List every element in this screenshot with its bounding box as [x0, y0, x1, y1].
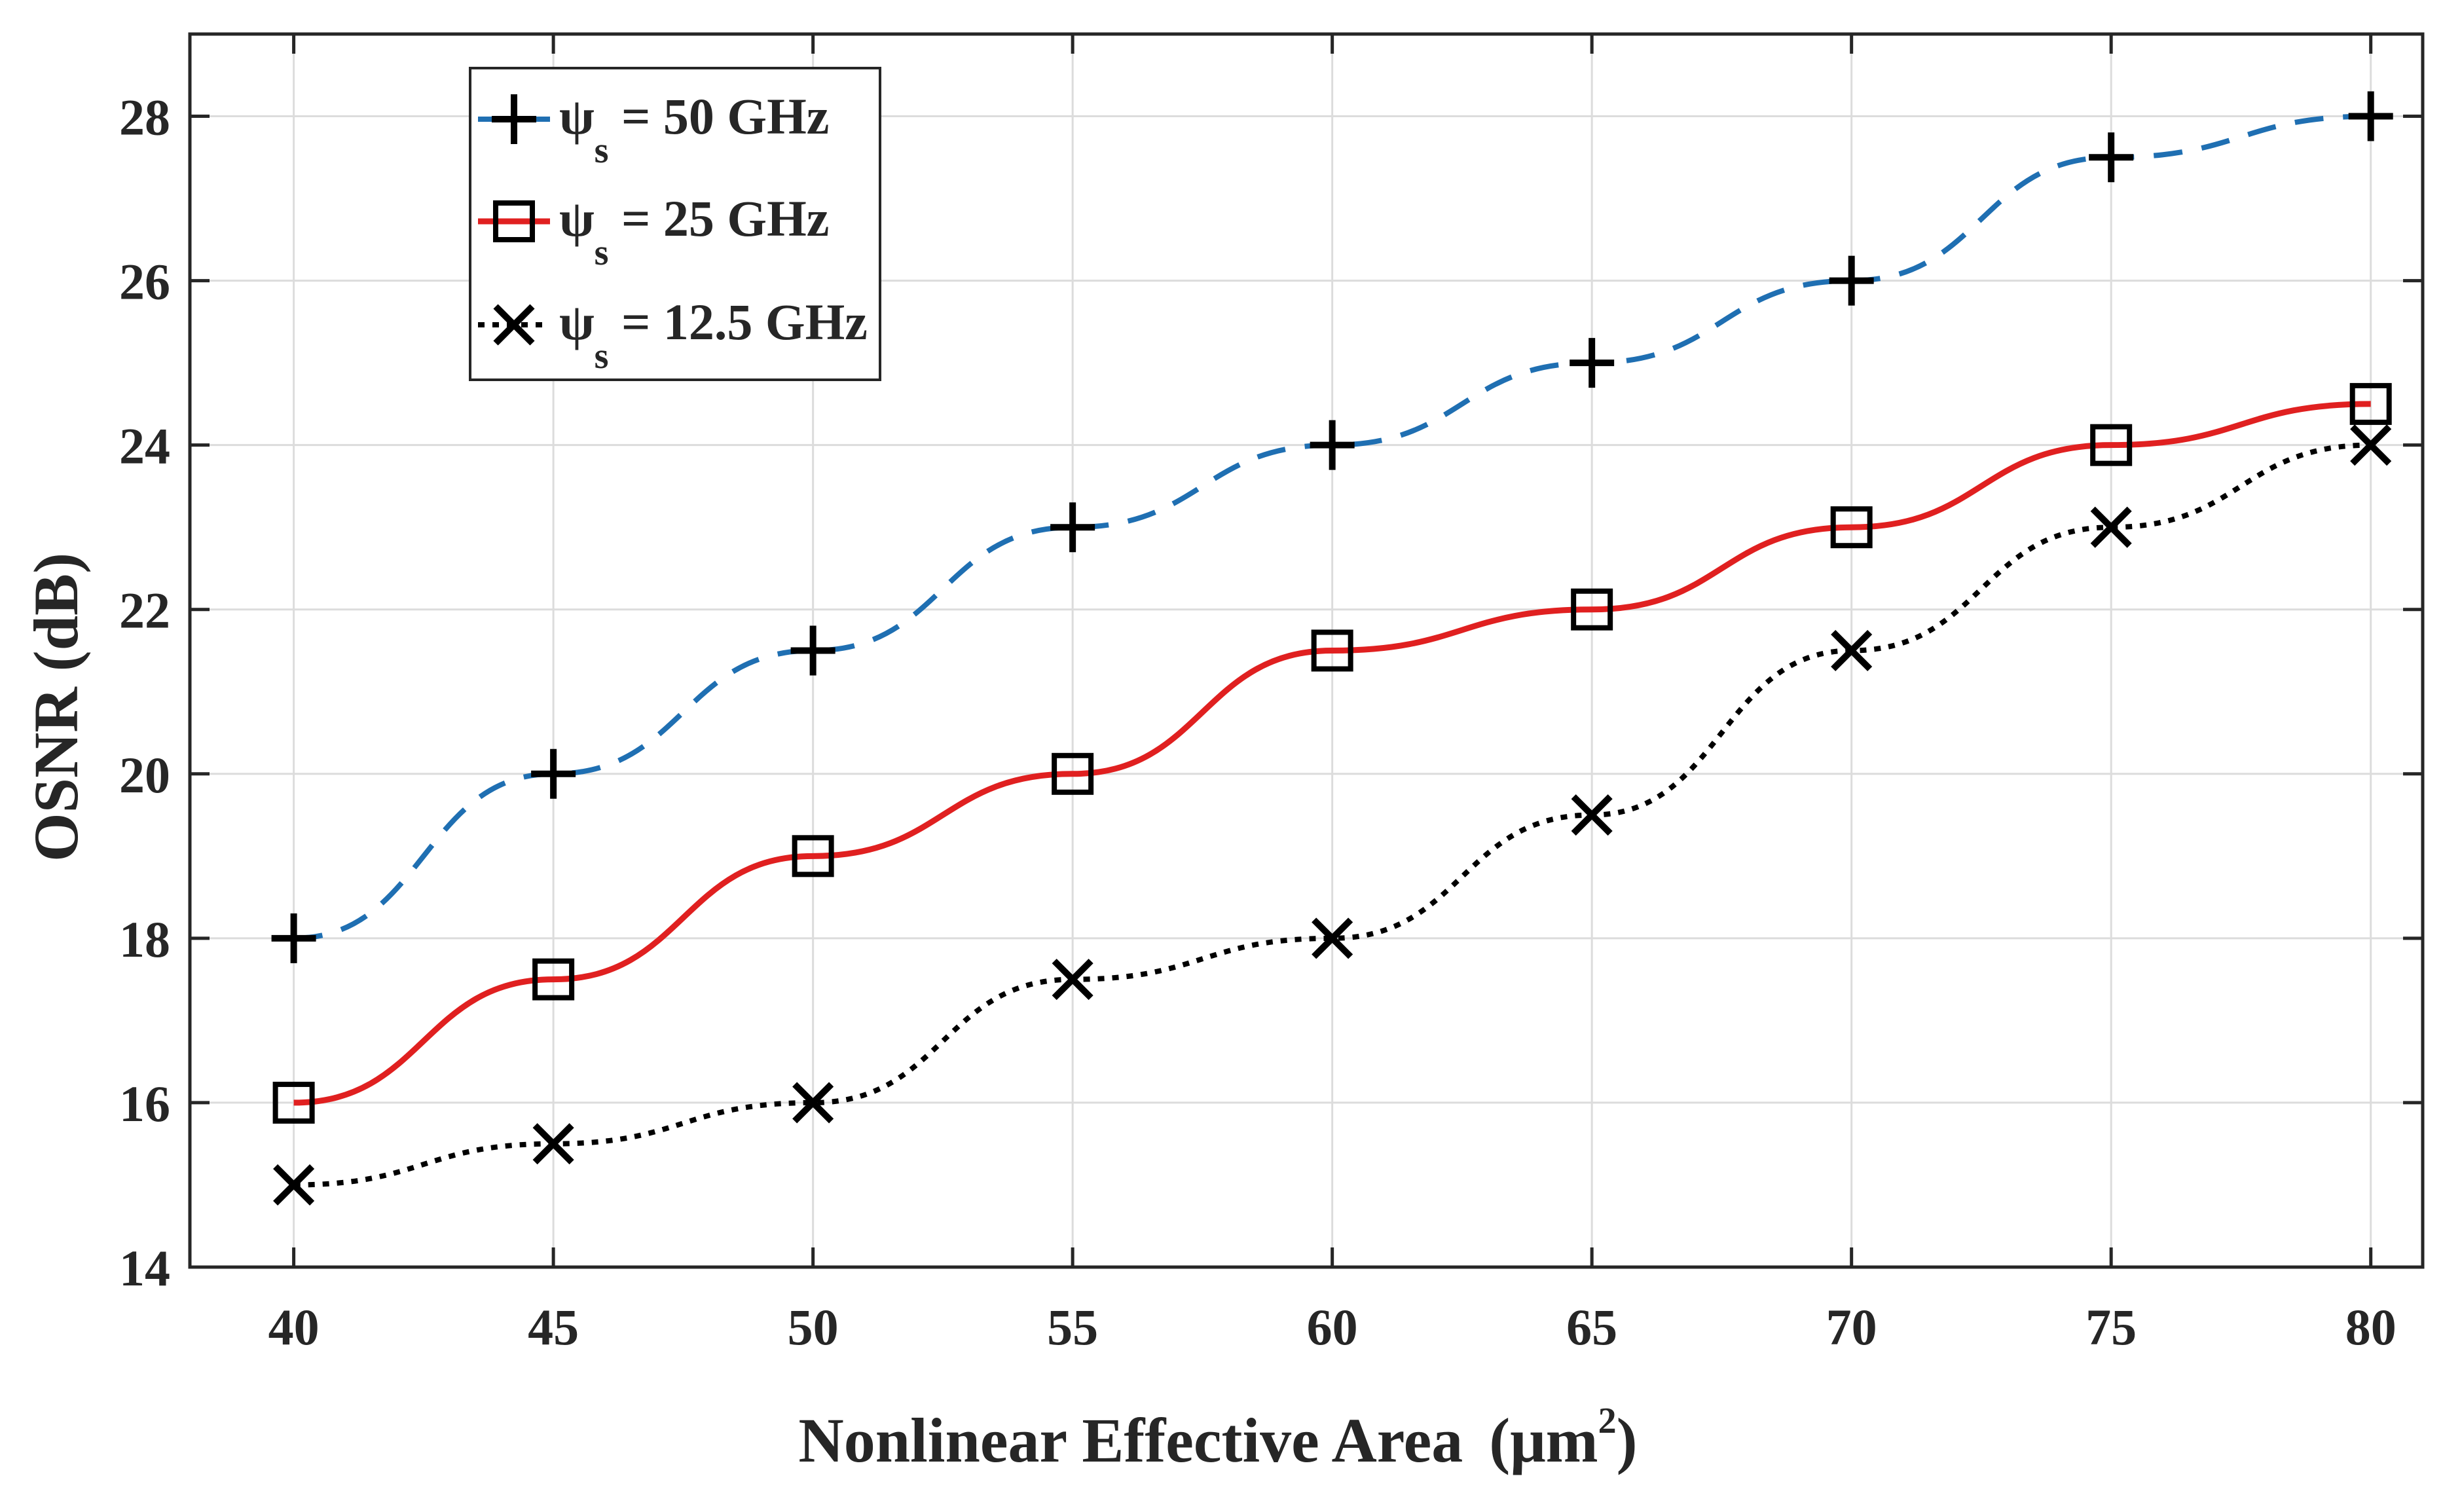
y-tick-label: 14	[119, 1240, 170, 1297]
legend-symbol: ψ	[559, 293, 595, 350]
plot-frame	[188, 32, 2425, 1269]
x-tick-label: 75	[2085, 1299, 2137, 1355]
legend-value: = 50 GHz	[608, 88, 829, 145]
series-2	[272, 382, 2392, 1124]
data-point	[271, 913, 316, 963]
data-point	[272, 1081, 315, 1124]
data-point	[1570, 338, 1615, 388]
data-point	[792, 835, 834, 877]
legend-marker	[492, 94, 536, 144]
data-point	[1312, 917, 1353, 959]
data-point	[792, 1082, 834, 1124]
data-point	[2090, 424, 2133, 466]
x-axis-unit-open: (μm	[1489, 1405, 1598, 1475]
legend-subscript: s	[595, 130, 609, 171]
series-1	[271, 91, 2393, 963]
legend-symbol: ψ	[559, 190, 595, 247]
y-tick-label: 24	[119, 418, 170, 475]
data-point	[1052, 752, 1094, 795]
y-axis-label: OSNR (dB)	[21, 553, 91, 862]
data-point	[2350, 424, 2392, 466]
y-tick-label: 26	[119, 253, 170, 310]
x-axis-unit-close: )	[1617, 1405, 1638, 1475]
y-tick-label: 22	[119, 582, 170, 639]
x-tick-label: 80	[2345, 1299, 2397, 1355]
data-point	[1831, 629, 1873, 672]
y-tick-label: 18	[119, 911, 170, 968]
series-3	[273, 424, 2392, 1206]
legend-entry: ψs = 25 GHz	[478, 190, 829, 273]
data-point	[1830, 506, 1873, 549]
marker-x-b	[493, 304, 535, 346]
x-tick-label: 50	[788, 1299, 839, 1355]
data-point	[1829, 255, 1874, 306]
legend-label: ψs = 50 GHz	[559, 88, 829, 171]
data-point	[531, 748, 576, 799]
y-tick-label: 28	[119, 89, 170, 146]
marker-x-b	[1831, 629, 1873, 672]
data-point	[2090, 506, 2132, 548]
legend-subscript: s	[595, 232, 609, 273]
x-tick-label: 70	[1826, 1299, 1877, 1355]
legend-marker	[493, 200, 535, 242]
x-tick-label: 45	[528, 1299, 579, 1355]
grid	[190, 34, 2423, 1268]
data-point	[1310, 420, 1355, 470]
axes: 40 45 50 55 60 65 70 75 80 14 16 18 20 22 24 26 28	[119, 32, 2425, 1355]
legend-label: ψs = 12.5 GHz	[559, 293, 868, 377]
marker-x-b	[792, 1082, 834, 1124]
marker-x-b	[1312, 917, 1353, 959]
marker-x-b	[532, 1123, 574, 1165]
x-tick-label: 40	[268, 1299, 320, 1355]
series-line	[293, 442, 2371, 1188]
x-tick-label: 65	[1566, 1299, 1617, 1355]
x-tick-label: 55	[1047, 1299, 1098, 1355]
y-tick-label: 16	[119, 1075, 170, 1132]
data-point	[1052, 959, 1093, 1001]
marker-x-b	[2090, 506, 2132, 548]
legend-symbol: ψ	[559, 88, 595, 145]
series-line	[293, 113, 2371, 941]
y-tick-label: 20	[119, 747, 170, 803]
marker-x-b	[1571, 794, 1613, 836]
data-point	[2349, 382, 2392, 425]
marker-x-b	[273, 1164, 315, 1206]
x-tick-label: 60	[1307, 1299, 1358, 1355]
legend-entry: ψs = 12.5 GHz	[478, 293, 868, 377]
data-point	[273, 1164, 315, 1206]
data-point	[2089, 132, 2134, 183]
x-axis-label: Nonlinear Effective Area (μm2)	[798, 1401, 1637, 1475]
series-layer	[271, 91, 2393, 1206]
marker-x-b	[1052, 959, 1093, 1001]
data-point	[1571, 794, 1613, 836]
data-point	[1050, 502, 1095, 553]
data-point	[532, 958, 575, 1001]
legend-marker	[493, 304, 535, 346]
data-point	[2348, 91, 2393, 141]
legend-subscript: s	[595, 336, 609, 377]
legend-entry: ψs = 50 GHz	[478, 88, 829, 171]
x-axis-label-text: Nonlinear Effective Area	[798, 1405, 1463, 1475]
data-point	[1571, 588, 1613, 631]
legend-value: = 25 GHz	[608, 190, 829, 247]
data-point	[790, 625, 836, 676]
series-line	[293, 401, 2371, 1106]
marker-x-b	[2350, 424, 2392, 466]
x-axis-unit-superscript: 2	[1598, 1401, 1617, 1441]
legend-label: ψs = 25 GHz	[559, 190, 829, 273]
data-point	[532, 1123, 574, 1165]
data-point	[1311, 629, 1353, 672]
legend-value: = 12.5 GHz	[608, 293, 867, 350]
